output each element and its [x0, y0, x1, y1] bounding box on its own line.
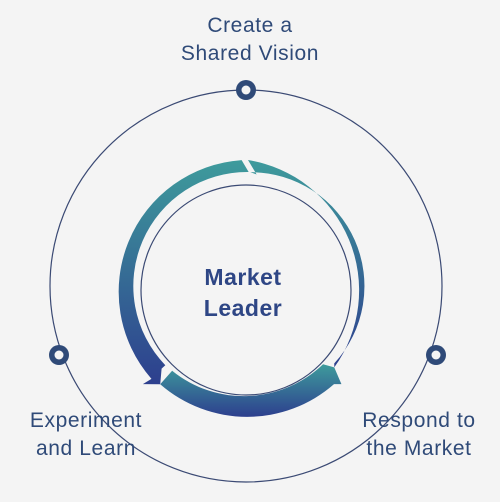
node-label-respond-to-market: Respond to the Market: [340, 407, 498, 463]
inner-circle: [140, 184, 352, 396]
node-label-line: the Market: [366, 437, 472, 460]
node-label-line: and Learn: [36, 437, 136, 460]
node-marker-left: [49, 345, 69, 365]
center-label-line: Market: [204, 264, 282, 290]
node-marker-top: [236, 80, 256, 100]
node-marker-right: [426, 345, 446, 365]
node-label-line: Experiment: [29, 409, 143, 432]
node-label-experiment-and-learn: Experiment and Learn: [12, 407, 160, 463]
node-label-line: Create a: [207, 14, 293, 37]
node-label-line: Respond to: [362, 409, 476, 432]
center-label: Market Leader: [168, 262, 318, 324]
node-label-create-shared-vision: Create a Shared Vision: [150, 12, 350, 68]
center-label-line: Leader: [203, 295, 283, 321]
cycle-arrow-segment-top-left: [118, 160, 249, 385]
cycle-ring: [118, 160, 365, 417]
node-label-line: Shared Vision: [180, 42, 320, 65]
cycle-arrow-segment-right: [248, 160, 365, 368]
cycle-arrow-segment-bottom: [160, 364, 342, 417]
